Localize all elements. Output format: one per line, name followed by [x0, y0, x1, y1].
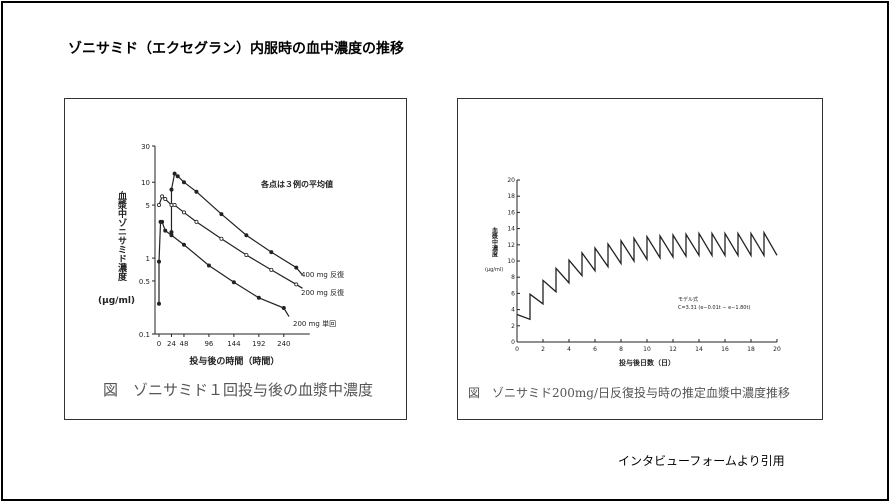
data-point — [256, 295, 261, 300]
data-point — [269, 267, 274, 272]
x-tick-label: 8 — [619, 346, 623, 353]
x-tick-label: 240 — [277, 340, 290, 348]
x-tick-label: 48 — [179, 340, 188, 348]
y-tick-label: 16 — [507, 209, 515, 216]
y-tick-label: 30 — [141, 143, 150, 151]
data-point — [160, 219, 165, 224]
series-label: 200 mg 単回 — [293, 319, 336, 328]
x-axis-label: 投与後日数（日） — [619, 358, 675, 367]
y-tick-label: 10 — [507, 258, 515, 265]
x-tick-label: 6 — [593, 346, 597, 353]
data-point — [194, 219, 199, 224]
data-point — [181, 242, 186, 247]
data-point — [206, 263, 211, 268]
x-tick-label: 10 — [643, 346, 651, 353]
y-tick-label: 1 — [146, 255, 150, 263]
y-tick-label: 18 — [507, 193, 515, 200]
data-point — [169, 233, 174, 238]
data-point — [163, 228, 168, 233]
source-note: インタビューフォームより引用 — [618, 454, 785, 468]
data-point — [157, 203, 162, 208]
data-point — [157, 301, 162, 306]
x-tick-label: 12 — [669, 346, 677, 353]
y-axis-unit: (μg/ml) — [98, 296, 135, 306]
data-point — [181, 180, 186, 185]
single-dose-chart: 0 24 48 96 144 192 240 0.1 0.5 1 5 10 30 投与後の時間（時間） 血漿… — [98, 143, 344, 367]
model-formula: C=3.31 (e−0.01t − e−1.80t) — [678, 305, 750, 311]
y-axis-label: 血漿中ゾニサミド濃度 — [116, 190, 128, 282]
y-tick-label: 12 — [507, 242, 515, 249]
x-tick-label: 0 — [515, 346, 519, 353]
data-point — [244, 252, 249, 257]
chart-caption: 図 ゾニサミド200mg/日反復投与時の推定血漿中濃度推移 — [468, 386, 791, 400]
y-tick-label: 10 — [141, 179, 150, 187]
y-tick-label: 4 — [511, 307, 515, 314]
single-dose-chart-panel: 0 24 48 96 144 192 240 0.1 0.5 1 5 10 30 投与後の時間（時間） 血漿… — [64, 98, 407, 420]
x-tick-label: 20 — [773, 346, 781, 353]
y-tick-label: 0.5 — [139, 278, 150, 286]
series-label: 400 mg 反復 — [301, 270, 344, 279]
chart-caption: 図 ゾニサミド１回投与後の血漿中濃度 — [103, 381, 374, 399]
x-tick-label: 192 — [252, 340, 265, 348]
data-point — [172, 171, 177, 176]
x-tick-label: 16 — [721, 346, 729, 353]
y-axis-label: 血漿中濃度 — [491, 226, 499, 258]
chart-annotation: 各点は３例の平均値 — [260, 179, 333, 189]
x-tick-label: 0 — [157, 340, 161, 348]
data-point — [294, 282, 299, 287]
y-tick-label: 14 — [507, 226, 515, 233]
x-tick-label: 96 — [204, 340, 213, 348]
y-tick-label: 8 — [511, 274, 515, 281]
data-point — [160, 194, 165, 199]
data-point — [244, 233, 249, 238]
repeat-dose-chart: 0 2 4 6 8 10 12 14 16 18 20 0 2 4 6 8 10 12 14 16 18 20 投与後日数（… — [485, 177, 781, 367]
y-tick-label: 5 — [146, 202, 150, 210]
y-tick-label: 0 — [511, 339, 515, 346]
data-point — [163, 197, 168, 202]
data-point — [219, 236, 224, 241]
x-tick-label: 24 — [167, 340, 176, 348]
x-tick-label: 18 — [747, 346, 755, 353]
series-line — [158, 221, 290, 317]
x-tick-label: 14 — [695, 346, 703, 353]
data-point — [172, 203, 177, 208]
data-point — [157, 259, 162, 264]
data-point — [269, 250, 274, 255]
data-point — [181, 210, 186, 215]
y-tick-label: 2 — [511, 323, 515, 330]
series-label: 200 mg 反復 — [301, 288, 344, 297]
y-tick-label: 6 — [511, 290, 515, 297]
data-point — [281, 306, 286, 311]
y-axis-unit: (μg/ml) — [485, 267, 503, 273]
x-tick-label: 144 — [227, 340, 241, 348]
y-tick-label: 20 — [507, 177, 515, 184]
x-tick-label: 2 — [541, 346, 545, 353]
data-point — [169, 230, 174, 235]
x-axis-label: 投与後の時間（時間） — [189, 355, 279, 367]
slide-title: ゾニサミド（エクセグラン）内服時の血中濃度の推移 — [68, 41, 404, 57]
concentration-line — [516, 230, 778, 321]
data-point — [169, 187, 174, 192]
y-tick-label: 0.1 — [139, 331, 150, 339]
data-point — [231, 280, 236, 285]
data-point — [175, 174, 180, 179]
repeat-dose-chart-panel: 0 2 4 6 8 10 12 14 16 18 20 0 2 4 6 8 10 12 14 16 18 20 投与後日数（… — [457, 98, 823, 420]
model-label: モデル式 — [678, 296, 698, 303]
data-point — [194, 189, 199, 194]
x-tick-label: 4 — [567, 346, 571, 353]
data-point — [294, 265, 299, 270]
data-point — [219, 212, 224, 217]
